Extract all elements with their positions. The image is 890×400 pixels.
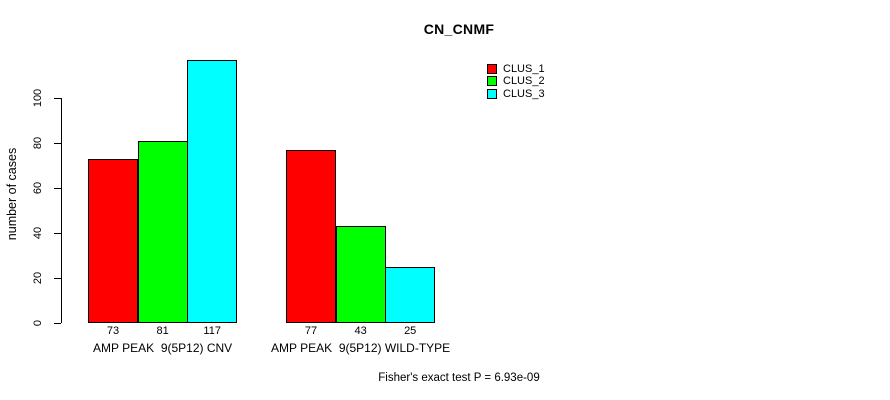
bar-value-label: 73 [106, 325, 120, 337]
legend-swatch-clus_2 [487, 76, 497, 87]
bar-clus_2-group2 [335, 226, 386, 323]
bar-value-label: 77 [304, 325, 318, 337]
y-tick [54, 277, 61, 279]
bar-clus_3-group2 [385, 266, 436, 323]
bar-clus_1-group1 [88, 158, 138, 323]
bar-value-label: 81 [156, 325, 169, 337]
legend-swatch-clus_1 [487, 64, 497, 75]
y-tick-label: 60 [32, 181, 44, 195]
legend-label: CLUS_1 [503, 63, 545, 76]
y-tick-label: 0 [32, 319, 44, 327]
legend-label: CLUS_2 [503, 75, 545, 88]
y-axis-label: number of cases [5, 147, 19, 241]
y-tick [54, 97, 61, 99]
chart-title: CN_CNMF [423, 21, 495, 37]
legend-item: CLUS_1 [487, 63, 545, 75]
legend-item: CLUS_3 [487, 88, 545, 100]
legend-swatch-clus_3 [487, 88, 497, 99]
bar-value-label: 25 [404, 325, 417, 337]
y-axis [61, 98, 62, 323]
y-tick [54, 232, 61, 234]
bar-value-label: 117 [203, 325, 221, 337]
y-tick-label: 80 [32, 136, 44, 150]
y-tick [54, 322, 61, 324]
legend: CLUS_1 CLUS_2 CLUS_3 [487, 63, 545, 100]
legend-item: CLUS_2 [487, 75, 545, 87]
y-tick-label: 40 [32, 226, 44, 240]
y-tick-label: 20 [32, 271, 44, 285]
group-label: AMP PEAK 9(5P12) WILD-TYPE [271, 341, 451, 355]
bar-clus_1-group2 [286, 149, 336, 323]
legend-label: CLUS_3 [503, 87, 545, 100]
footer-text: Fisher's exact test P = 6.93e-09 [378, 372, 540, 384]
y-tick-label: 100 [32, 88, 44, 108]
bar-value-label: 43 [354, 325, 367, 337]
y-tick [54, 142, 61, 144]
group-label: AMP PEAK 9(5P12) CNV [93, 341, 233, 355]
bar-clus_2-group1 [137, 140, 188, 323]
bar-clus_3-group1 [187, 59, 238, 323]
y-tick [54, 187, 61, 189]
